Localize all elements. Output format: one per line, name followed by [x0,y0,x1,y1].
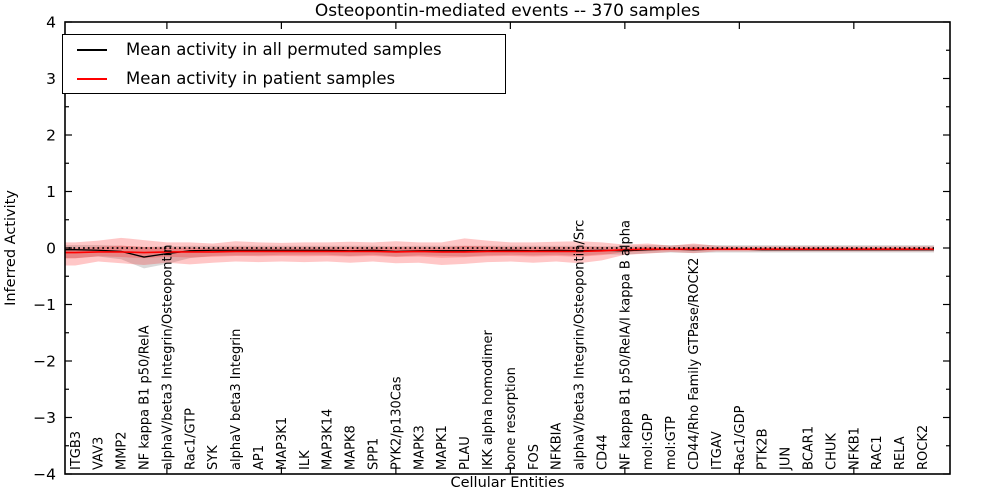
x-tick-label: Rac1/GDP [733,405,748,470]
legend-label-permuted: Mean activity in all permuted samples [126,40,442,59]
x-tick-label: ITGB3 [69,431,84,470]
y-tick-label: −2 [33,353,56,371]
legend-label-patient: Mean activity in patient samples [126,69,396,88]
data-layer [65,237,934,269]
x-tick-label: alphaV/beta3 Integrin/Osteopontin/Src [573,220,588,470]
y-tick-label: −4 [33,466,56,484]
x-tick-label: bone resorption [504,367,519,470]
patient-mean-line [65,248,934,254]
y-tick-label: 2 [46,127,56,145]
x-tick-label: RELA [893,436,908,470]
x-tick-label: alphaV beta3 Integrin [229,329,244,470]
x-tick-label: alphaV/beta3 Integrin/Osteopontin [160,245,175,470]
x-tick-label: RAC1 [870,435,885,470]
x-tick-label: CHUK [824,433,839,470]
x-tick-label: mol:GTP [664,416,679,470]
x-tick-label: CD44 [595,434,610,470]
x-tick-label: MMP2 [115,431,130,470]
legend-entry-patient: Mean activity in patient samples [63,67,505,91]
x-tick-label: MAP3K14 [321,409,336,470]
x-tick-label: Rac1/GTP [183,408,198,470]
x-tick-label: SYK [206,445,221,470]
x-tick-label: ITGAV [710,431,725,470]
x-tick-label: ROCK2 [916,425,931,470]
y-tick-label: 1 [46,183,56,201]
x-tick-label: MAPK3 [412,425,427,470]
permuted-line-swatch [77,48,107,51]
x-tick-label: CD44/Rho Family GTPase/ROCK2 [687,258,702,470]
legend: Mean activity in all permuted samples Me… [62,34,506,94]
x-tick-label: PYK2/p130Cas [389,376,404,470]
x-tick-label: NF kappa B1 p50/RelA/I kappa B alpha [618,220,633,470]
x-tick-label: NFKBIA [550,423,565,470]
x-tick-label: MAPK1 [435,425,450,470]
patient-line-swatch [77,77,107,80]
x-tick-label: NF kappa B1 p50/RelA [137,325,152,470]
y-axis-label: Inferred Activity [3,190,19,306]
x-tick-label: ILK [298,450,313,470]
x-tick-label: IKK alpha homodimer [481,329,496,470]
legend-entry-permuted: Mean activity in all permuted samples [63,38,505,62]
x-tick-label: BCAR1 [802,426,817,470]
x-tick-label: SPP1 [366,438,381,470]
x-tick-label: AP1 [252,445,267,470]
x-tick-label: FOS [527,444,542,470]
x-tick-label: PLAU [458,436,473,470]
y-tick-label: 4 [46,14,56,32]
x-axis-label: Cellular Entities [450,475,565,491]
x-tick-label: NFKB1 [847,427,862,470]
chart-title: Osteopontin-mediated events -- 370 sampl… [314,1,701,21]
x-tick-label: MAPK8 [344,425,359,470]
y-tick-label: 3 [46,70,56,88]
x-tick-label: JUN [779,447,794,471]
x-tick-label: PTK2B [756,429,771,471]
x-tick-label: VAV3 [92,437,107,470]
y-tick-label: −3 [33,409,56,427]
x-tick-label: mol:GDP [641,413,656,470]
y-tick-label: 0 [46,240,56,258]
y-tick-label: −1 [33,296,56,314]
x-tick-label: MAP3K1 [275,417,290,470]
